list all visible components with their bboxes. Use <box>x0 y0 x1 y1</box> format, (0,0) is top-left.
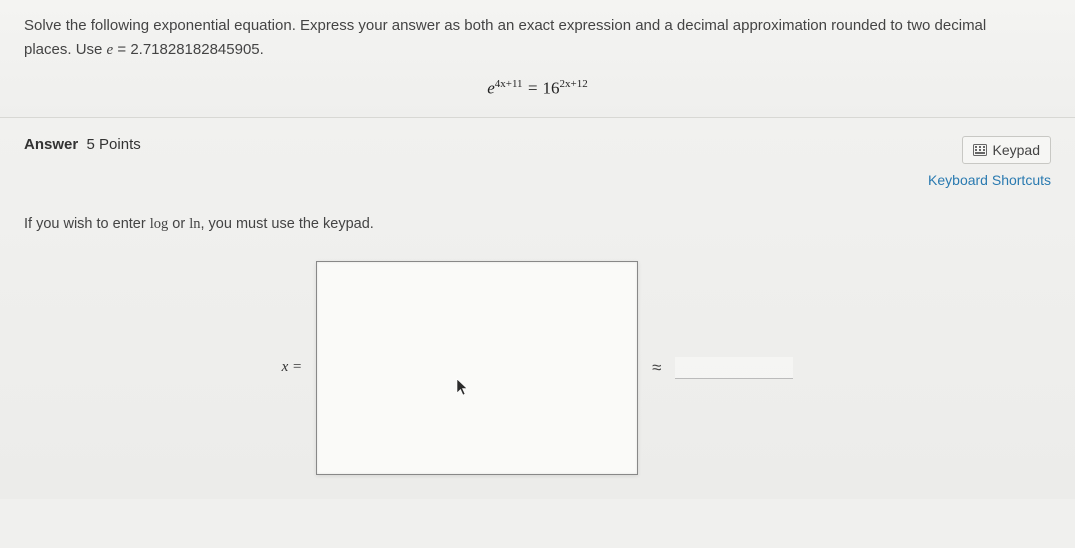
hint-or: or <box>168 216 189 232</box>
equals-sign: = <box>113 41 130 58</box>
eq-base2: 16 <box>543 79 560 98</box>
prompt-line2-prefix: places. Use <box>24 41 107 58</box>
keypad-icon <box>973 144 987 156</box>
hint-suffix: , you must use the keypad. <box>201 216 374 232</box>
exact-answer-input[interactable] <box>316 261 638 475</box>
eq-base1: e <box>487 79 495 98</box>
eq-exp2: 2x+12 <box>560 78 588 90</box>
right-controls: Keypad Keyboard Shortcuts <box>928 136 1051 188</box>
input-row: x = ≈ <box>24 261 1051 475</box>
keypad-button[interactable]: Keypad <box>962 136 1051 164</box>
approx-symbol: ≈ <box>652 358 661 378</box>
period: . <box>260 41 264 58</box>
question-prompt: Solve the following exponential equation… <box>24 14 1051 62</box>
keypad-hint: If you wish to enter log or ln, you must… <box>24 216 1051 233</box>
keypad-button-label: Keypad <box>993 142 1040 158</box>
answer-label-bold: Answer <box>24 136 78 153</box>
eq-equals: = <box>523 79 543 98</box>
equation-display: e4x+11 = 162x+12 <box>24 78 1051 99</box>
answer-section: Answer 5 Points Keypad Keyboard Shortcut… <box>0 118 1075 499</box>
hint-log: log <box>150 216 169 232</box>
keyboard-shortcuts-link[interactable]: Keyboard Shortcuts <box>928 172 1051 188</box>
approx-answer-input[interactable] <box>675 357 793 379</box>
eq-exp1: 4x+11 <box>495 78 523 90</box>
hint-ln: ln <box>189 216 200 232</box>
x-equals-label: x = <box>282 359 303 376</box>
answer-points: 5 Points <box>87 136 141 153</box>
prompt-line1: Solve the following exponential equation… <box>24 17 986 34</box>
hint-prefix: If you wish to enter <box>24 216 150 232</box>
e-value: 2.71828182845905 <box>130 41 259 58</box>
answer-header: Answer 5 Points Keypad Keyboard Shortcut… <box>24 136 1051 188</box>
answer-label: Answer 5 Points <box>24 136 141 153</box>
question-section: Solve the following exponential equation… <box>0 0 1075 118</box>
